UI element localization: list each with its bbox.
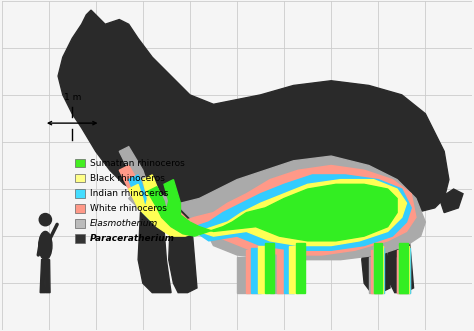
Text: White rhinoceros: White rhinoceros	[90, 204, 166, 213]
FancyBboxPatch shape	[74, 234, 85, 243]
Polygon shape	[439, 189, 463, 213]
Polygon shape	[169, 203, 197, 293]
Bar	[258, 246, 268, 293]
Bar	[369, 257, 382, 293]
Text: Black rhinoceros: Black rhinoceros	[90, 174, 164, 183]
Bar	[289, 246, 298, 293]
FancyBboxPatch shape	[74, 189, 85, 198]
Text: Elasmotherium: Elasmotherium	[90, 219, 158, 228]
Bar	[374, 243, 383, 293]
Bar	[397, 250, 409, 293]
Bar	[374, 248, 384, 293]
Bar	[374, 246, 383, 293]
Text: Sumatran rhinoceros: Sumatran rhinoceros	[90, 159, 184, 167]
Ellipse shape	[39, 231, 52, 260]
Bar	[251, 248, 262, 293]
Text: Paraceratherium: Paraceratherium	[90, 234, 174, 243]
Polygon shape	[129, 175, 411, 250]
Polygon shape	[138, 199, 171, 293]
Bar	[400, 246, 409, 293]
Bar	[284, 248, 294, 293]
Polygon shape	[119, 147, 425, 260]
FancyBboxPatch shape	[74, 159, 85, 167]
Bar	[277, 250, 288, 293]
Polygon shape	[58, 10, 449, 222]
Bar	[400, 248, 410, 293]
Polygon shape	[40, 260, 46, 293]
Bar	[246, 250, 258, 293]
Text: 1 m: 1 m	[64, 93, 81, 102]
Polygon shape	[45, 260, 50, 293]
Bar	[397, 257, 410, 293]
FancyBboxPatch shape	[74, 219, 85, 228]
Polygon shape	[147, 180, 397, 241]
Bar	[400, 243, 409, 293]
Circle shape	[39, 213, 52, 226]
Bar	[265, 243, 274, 293]
FancyBboxPatch shape	[74, 174, 85, 182]
Polygon shape	[362, 217, 390, 293]
Bar	[237, 257, 250, 293]
Polygon shape	[129, 175, 407, 246]
Polygon shape	[119, 166, 416, 255]
Bar	[371, 250, 383, 293]
Bar	[296, 243, 305, 293]
FancyBboxPatch shape	[74, 204, 85, 213]
Polygon shape	[388, 213, 414, 293]
Text: Indian rhinoceros: Indian rhinoceros	[90, 189, 168, 198]
Bar	[270, 257, 283, 293]
